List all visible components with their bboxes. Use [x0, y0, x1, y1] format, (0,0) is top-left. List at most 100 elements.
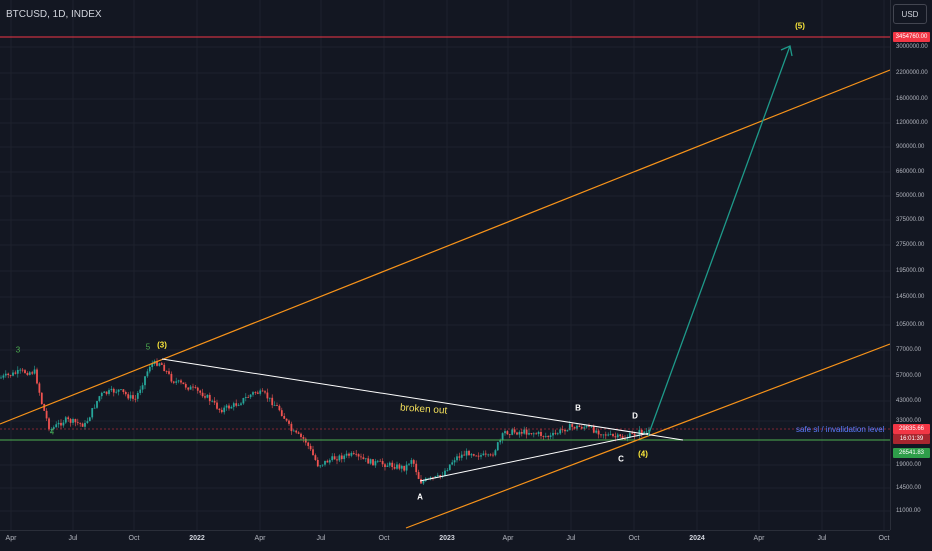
- candle-body: [453, 460, 456, 463]
- wave-label-3-green: 3: [15, 345, 21, 355]
- time-tick: Oct: [878, 535, 890, 542]
- candle-body: [12, 372, 14, 376]
- wave-label-a: A: [417, 492, 423, 502]
- candle-body: [573, 426, 576, 429]
- candle-body: [523, 429, 526, 434]
- candle-body: [307, 442, 310, 446]
- candle-body: [362, 457, 365, 460]
- candle-body: [369, 459, 372, 464]
- candle-body: [182, 382, 185, 385]
- candle-body: [566, 430, 569, 432]
- candle-body: [232, 403, 235, 407]
- candle-body: [86, 421, 89, 423]
- price-tick: 375000.00: [896, 217, 925, 223]
- candle-body: [508, 434, 511, 436]
- candle-body: [571, 424, 574, 427]
- candle-body: [112, 388, 115, 393]
- time-tick-year: 2024: [689, 535, 705, 542]
- candle-body: [136, 392, 139, 399]
- candle-body: [158, 363, 161, 366]
- candle-body: [19, 369, 22, 371]
- candle-body: [408, 463, 410, 465]
- price-tick: 2200000.00: [896, 70, 928, 76]
- candle-body: [312, 449, 314, 456]
- candle-body: [626, 437, 629, 439]
- candle-body: [141, 385, 144, 390]
- candle-body: [638, 429, 641, 436]
- candle-body: [256, 392, 259, 394]
- candle-body: [494, 450, 497, 456]
- triangle-upper-line: [161, 358, 684, 441]
- candle-body: [400, 465, 403, 469]
- candle-body: [504, 431, 506, 434]
- candle-body: [470, 454, 473, 456]
- candle-body: [213, 400, 216, 403]
- time-tick: Oct: [128, 535, 140, 542]
- candle-body: [645, 431, 648, 433]
- candle-body: [619, 434, 622, 437]
- wave-label-c: C: [618, 454, 624, 464]
- candle-body: [139, 389, 142, 393]
- candle-body: [422, 480, 425, 484]
- candle-body: [458, 456, 461, 458]
- candle-body: [568, 424, 571, 431]
- candle-body: [276, 405, 278, 406]
- candle-body: [122, 389, 125, 393]
- candle-body: [451, 462, 454, 465]
- candle-body: [468, 450, 470, 456]
- candle-body: [165, 371, 168, 372]
- safe-sl-annotation[interactable]: safe sl / invalidation level: [796, 425, 885, 434]
- candle-body: [436, 475, 439, 477]
- price-tick: 1600000.00: [896, 96, 928, 102]
- candle-body: [264, 391, 266, 393]
- wave-label-3-yellow: (3): [157, 340, 167, 350]
- symbol-title[interactable]: BTCUSD, 1D, INDEX: [6, 9, 102, 20]
- candle-body: [343, 455, 346, 460]
- price-tick: 19000.00: [896, 462, 922, 468]
- candle-body: [434, 476, 437, 478]
- candle-body: [590, 426, 593, 428]
- candlestick-series: [0, 358, 650, 485]
- candle-body: [612, 434, 614, 437]
- candle-body: [410, 460, 413, 464]
- time-axis[interactable]: [0, 530, 890, 551]
- candle-body: [386, 465, 389, 467]
- time-tick-year: 2023: [439, 535, 455, 542]
- candle-body: [55, 424, 58, 428]
- invalidation-price-badge: 26541.83: [893, 448, 930, 458]
- candle-body: [321, 464, 324, 466]
- candle-body: [482, 453, 485, 456]
- candle-body: [398, 464, 401, 469]
- candle-body: [74, 419, 77, 423]
- candle-body: [324, 460, 326, 465]
- candle-body: [592, 426, 595, 433]
- candle-body: [631, 433, 634, 435]
- price-tick: 57000.00: [896, 373, 922, 379]
- candle-body: [643, 431, 646, 434]
- candle-body: [249, 394, 252, 398]
- candle-body: [33, 369, 36, 374]
- price-tick: 500000.00: [896, 193, 925, 199]
- candle-body: [225, 405, 228, 408]
- price-tick: 195000.00: [896, 268, 925, 274]
- currency-button[interactable]: USD: [893, 4, 927, 24]
- candle-body: [388, 462, 391, 466]
- candle-body: [319, 465, 322, 467]
- candle-body: [463, 454, 466, 456]
- candle-body: [194, 387, 197, 388]
- candle-body: [530, 433, 533, 434]
- candle-body: [338, 455, 341, 461]
- candle-body: [24, 370, 26, 374]
- chart-canvas[interactable]: [0, 0, 890, 530]
- candle-body: [604, 434, 607, 436]
- candle-body: [93, 407, 96, 409]
- candle-body: [124, 392, 127, 395]
- candle-body: [7, 373, 10, 376]
- candle-body: [340, 455, 343, 460]
- candle-body: [228, 405, 230, 409]
- candle-body: [616, 434, 619, 438]
- price-tick: 11000.00: [896, 508, 921, 514]
- candle-body: [189, 386, 192, 390]
- price-tick: 900000.00: [896, 144, 925, 150]
- countdown-badge: 16:01:39: [893, 434, 930, 444]
